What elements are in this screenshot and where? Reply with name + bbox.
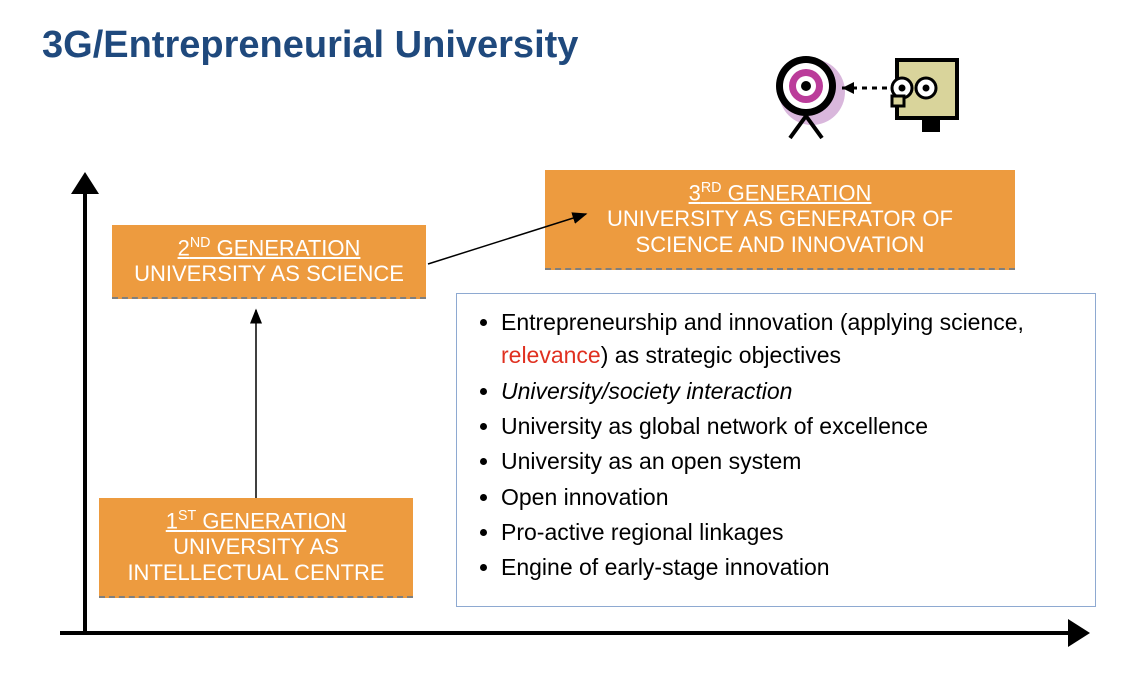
y-axis xyxy=(83,192,87,633)
bullet-item: Entrepreneurship and innovation (applyin… xyxy=(501,306,1077,373)
gen3-heading: 3RD GENERATION xyxy=(689,180,872,206)
bullet-item: University as an open system xyxy=(501,445,1077,478)
bullet-item: University/society interaction xyxy=(501,375,1077,408)
target-face-clipart xyxy=(762,40,972,140)
bullet-item: University as global network of excellen… xyxy=(501,410,1077,443)
gen1-line3: INTELLECTUAL CENTRE xyxy=(127,560,384,585)
gen2-h-sup: ND xyxy=(190,235,211,251)
gen2-box: 2ND GENERATION UNIVERSITY AS SCIENCE xyxy=(112,225,426,299)
x-axis-arrow xyxy=(1068,619,1090,647)
gen2-h-post: GENERATION xyxy=(210,235,360,260)
gen2-line2: UNIVERSITY AS SCIENCE xyxy=(134,261,404,286)
gen1-box: 1ST GENERATION UNIVERSITY AS INTELLECTUA… xyxy=(99,498,413,598)
bullet-panel: Entrepreneurship and innovation (applyin… xyxy=(456,293,1096,607)
gen2-heading: 2ND GENERATION xyxy=(178,235,361,261)
gen1-h-post: GENERATION xyxy=(196,508,346,533)
bullet-item: Engine of early-stage innovation xyxy=(501,551,1077,584)
bullet-item: Pro-active regional linkages xyxy=(501,516,1077,549)
y-axis-arrow xyxy=(71,172,99,194)
gen3-h-post: GENERATION xyxy=(721,180,871,205)
gen2-h-pre: 2 xyxy=(178,235,190,260)
b1-pre: Entrepreneurship and innovation (applyin… xyxy=(501,309,1024,335)
slide-title: 3G/Entrepreneurial University xyxy=(42,24,578,67)
gen1-h-sup: ST xyxy=(178,508,196,524)
bullet-list: Entrepreneurship and innovation (applyin… xyxy=(475,306,1077,585)
gen1-heading: 1ST GENERATION xyxy=(166,508,346,534)
gen3-h-sup: RD xyxy=(701,180,722,196)
gen1-h-pre: 1 xyxy=(166,508,178,533)
x-axis xyxy=(60,631,1070,635)
gen3-box: 3RD GENERATION UNIVERSITY AS GENERATOR O… xyxy=(545,170,1015,270)
gen3-line3: SCIENCE AND INNOVATION xyxy=(636,232,925,257)
bullet-item: Open innovation xyxy=(501,481,1077,514)
b1-post: ) as strategic objectives xyxy=(601,342,841,368)
gen1-line2: UNIVERSITY AS xyxy=(173,534,339,559)
b1-hl: relevance xyxy=(501,342,601,368)
gen3-line2: UNIVERSITY AS GENERATOR OF xyxy=(607,206,953,231)
slide: { "title": "3G/Entrepreneurial Universit… xyxy=(0,0,1125,697)
gen3-h-pre: 3 xyxy=(689,180,701,205)
